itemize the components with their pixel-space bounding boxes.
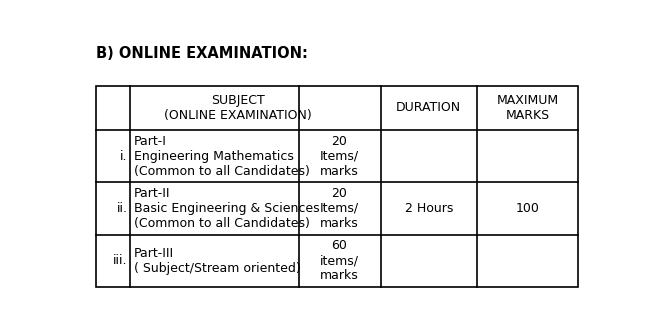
Text: MAXIMUM
MARKS: MAXIMUM MARKS xyxy=(496,94,559,122)
Text: 60
items/
marks: 60 items/ marks xyxy=(320,239,359,282)
Text: B) ONLINE EXAMINATION:: B) ONLINE EXAMINATION: xyxy=(96,46,308,61)
Text: i.: i. xyxy=(121,150,128,163)
Text: Part-III
( Subject/Stream oriented): Part-III ( Subject/Stream oriented) xyxy=(134,247,301,275)
Text: 2 Hours: 2 Hours xyxy=(404,202,453,215)
Text: DURATION: DURATION xyxy=(396,101,461,114)
Text: 20
Items/
marks: 20 Items/ marks xyxy=(320,135,359,177)
Text: Part-II
Basic Engineering & Sciences
(Common to all Candidates): Part-II Basic Engineering & Sciences (Co… xyxy=(134,187,319,230)
Text: 100: 100 xyxy=(516,202,540,215)
Text: Part-I
Engineering Mathematics
(Common to all Candidates): Part-I Engineering Mathematics (Common t… xyxy=(134,135,310,177)
Text: ii.: ii. xyxy=(117,202,128,215)
Text: 20
Items/
marks: 20 Items/ marks xyxy=(320,187,359,230)
Bar xyxy=(96,86,578,287)
Text: SUBJECT
(ONLINE EXAMINATION): SUBJECT (ONLINE EXAMINATION) xyxy=(165,94,312,122)
Text: iii.: iii. xyxy=(113,254,128,267)
